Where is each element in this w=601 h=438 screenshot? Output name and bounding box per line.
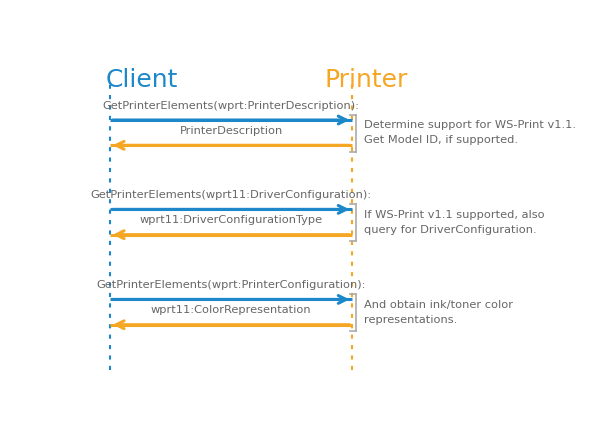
Text: GetPrinterElements(wprt:PrinterConfiguration):: GetPrinterElements(wprt:PrinterConfigura…: [96, 280, 366, 290]
Text: wprt11:DriverConfigurationType: wprt11:DriverConfigurationType: [139, 215, 323, 225]
Text: PrinterDescription: PrinterDescription: [180, 126, 283, 136]
Text: Printer: Printer: [325, 68, 407, 92]
Text: Client: Client: [105, 68, 178, 92]
Text: GetPrinterElements(wprt11:DriverConfiguration):: GetPrinterElements(wprt11:DriverConfigur…: [91, 190, 372, 200]
Text: And obtain ink/toner color
representations.: And obtain ink/toner color representatio…: [364, 300, 513, 325]
Text: GetPrinterElements(wprt:PrinterDescription):: GetPrinterElements(wprt:PrinterDescripti…: [103, 101, 359, 110]
Text: Determine support for WS-Print v1.1.
Get Model ID, if supported.: Determine support for WS-Print v1.1. Get…: [364, 120, 576, 145]
Text: If WS-Print v1.1 supported, also
query for DriverConfiguration.: If WS-Print v1.1 supported, also query f…: [364, 210, 545, 235]
Text: wprt11:ColorRepresentation: wprt11:ColorRepresentation: [151, 305, 311, 315]
